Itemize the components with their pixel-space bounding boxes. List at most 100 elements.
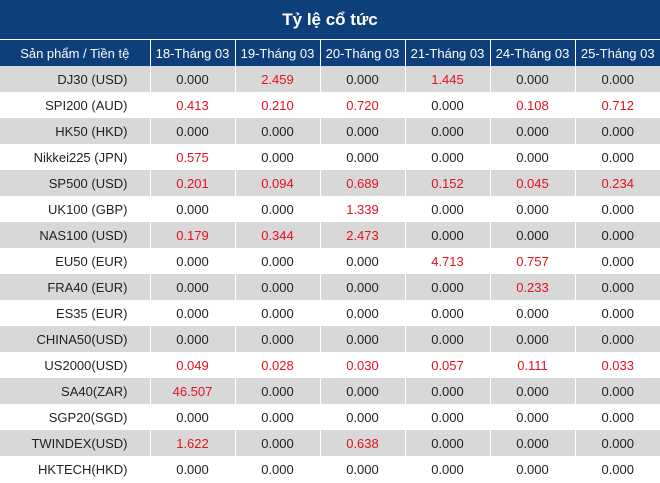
table-row: CHINA50(USD) 0.000 0.000 0.000 0.000 0.000 0.0… xyxy=(0,326,660,352)
dividend-value-cell: 0.000 xyxy=(235,326,321,352)
dividend-value-cell: 0.000 xyxy=(150,274,236,300)
header-date: 24-Tháng 03 xyxy=(490,39,576,66)
dividend-value-cell: 0.000 xyxy=(235,430,321,456)
dividend-value-cell: 0.000 xyxy=(235,144,321,170)
dividend-value-cell: 0.210 xyxy=(235,92,321,118)
dividend-value-cell: 0.000 xyxy=(575,144,660,170)
product-name-cell: SA40(ZAR) xyxy=(0,378,151,404)
dividend-value-cell: 1.339 xyxy=(320,196,406,222)
product-name-cell: SPI200 (AUD) xyxy=(0,92,151,118)
dividend-table: Sản phẩm / Tiền tệ 18-Tháng 03 19-Tháng … xyxy=(0,39,660,482)
dividend-value-cell: 0.179 xyxy=(150,222,236,248)
header-date: 21-Tháng 03 xyxy=(405,39,491,66)
product-name-cell: SP500 (USD) xyxy=(0,170,151,196)
dividend-value-cell: 0.000 xyxy=(320,118,406,144)
dividend-value-cell: 0.000 xyxy=(235,248,321,274)
dividend-value-cell: 0.049 xyxy=(150,352,236,378)
dividend-value-cell: 0.000 xyxy=(575,456,660,482)
dividend-value-cell: 0.712 xyxy=(575,92,660,118)
dividend-value-cell: 0.000 xyxy=(320,404,406,430)
table-row: SA40(ZAR) 46.507 0.000 0.000 0.000 0.000 0.000 xyxy=(0,378,660,404)
dividend-value-cell: 0.000 xyxy=(575,326,660,352)
dividend-value-cell: 0.000 xyxy=(405,404,491,430)
dividend-value-cell: 0.000 xyxy=(490,326,576,352)
dividend-value-cell: 0.000 xyxy=(405,144,491,170)
dividend-value-cell: 0.000 xyxy=(320,378,406,404)
dividend-value-cell: 0.689 xyxy=(320,170,406,196)
dividend-value-cell: 0.152 xyxy=(405,170,491,196)
dividend-value-cell: 0.000 xyxy=(320,456,406,482)
dividend-value-cell: 0.000 xyxy=(150,66,236,92)
dividend-value-cell: 0.234 xyxy=(575,170,660,196)
product-name-cell: CHINA50(USD) xyxy=(0,326,151,352)
product-name-cell: HKTECH(HKD) xyxy=(0,456,151,482)
dividend-value-cell: 0.045 xyxy=(490,170,576,196)
table-row: UK100 (GBP) 0.000 0.000 1.339 0.000 0.000 0.00… xyxy=(0,196,660,222)
dividend-value-cell: 0.757 xyxy=(490,248,576,274)
dividend-value-cell: 0.000 xyxy=(490,196,576,222)
dividend-value-cell: 0.000 xyxy=(490,222,576,248)
product-name-cell: FRA40 (EUR) xyxy=(0,274,151,300)
table-row: FRA40 (EUR) 0.000 0.000 0.000 0.000 0.233 0.00… xyxy=(0,274,660,300)
dividend-value-cell: 0.000 xyxy=(575,196,660,222)
dividend-value-cell: 0.000 xyxy=(575,274,660,300)
dividend-value-cell: 0.575 xyxy=(150,144,236,170)
table-row: TWINDEX(USD) 1.622 0.000 0.638 0.000 0.000 0.0… xyxy=(0,430,660,456)
dividend-value-cell: 0.000 xyxy=(405,222,491,248)
table-row: NAS100 (USD) 0.179 0.344 2.473 0.000 0.000 0.0… xyxy=(0,222,660,248)
dividend-value-cell: 0.000 xyxy=(490,66,576,92)
table-row: SP500 (USD) 0.201 0.094 0.689 0.152 0.045 0.23… xyxy=(0,170,660,196)
dividend-value-cell: 0.233 xyxy=(490,274,576,300)
table-title: Tỷ lệ cổ tức xyxy=(0,0,660,39)
dividend-value-cell: 0.000 xyxy=(405,378,491,404)
dividend-value-cell: 0.720 xyxy=(320,92,406,118)
dividend-value-cell: 0.000 xyxy=(150,118,236,144)
dividend-value-cell: 0.028 xyxy=(235,352,321,378)
dividend-value-cell: 0.000 xyxy=(575,430,660,456)
product-name-cell: TWINDEX(USD) xyxy=(0,430,151,456)
dividend-value-cell: 0.111 xyxy=(490,352,576,378)
dividend-value-cell: 0.000 xyxy=(150,248,236,274)
dividend-value-cell: 1.622 xyxy=(150,430,236,456)
dividend-value-cell: 0.000 xyxy=(405,274,491,300)
dividend-value-cell: 0.000 xyxy=(575,300,660,326)
dividend-value-cell: 0.000 xyxy=(405,196,491,222)
dividend-value-cell: 0.000 xyxy=(405,92,491,118)
dividend-value-cell: 0.000 xyxy=(235,300,321,326)
dividend-value-cell: 0.000 xyxy=(405,430,491,456)
dividend-value-cell: 0.201 xyxy=(150,170,236,196)
dividend-value-cell: 0.000 xyxy=(150,300,236,326)
dividend-value-cell: 0.000 xyxy=(575,404,660,430)
dividend-value-cell: 0.000 xyxy=(490,118,576,144)
dividend-value-cell: 0.000 xyxy=(150,196,236,222)
table-row: SPI200 (AUD) 0.413 0.210 0.720 0.000 0.108 0.7… xyxy=(0,92,660,118)
dividend-value-cell: 2.473 xyxy=(320,222,406,248)
dividend-value-cell: 0.000 xyxy=(575,66,660,92)
header-date: 20-Tháng 03 xyxy=(320,39,406,66)
dividend-value-cell: 0.000 xyxy=(490,144,576,170)
header-product-currency: Sản phẩm / Tiền tệ xyxy=(0,39,151,66)
table-row: US2000(USD) 0.049 0.028 0.030 0.057 0.111 0.03… xyxy=(0,352,660,378)
dividend-value-cell: 0.000 xyxy=(150,456,236,482)
header-date: 18-Tháng 03 xyxy=(150,39,236,66)
dividend-value-cell: 0.000 xyxy=(575,248,660,274)
dividend-value-cell: 0.000 xyxy=(490,456,576,482)
dividend-value-cell: 0.638 xyxy=(320,430,406,456)
dividend-value-cell: 0.000 xyxy=(320,66,406,92)
dividend-value-cell: 0.000 xyxy=(490,300,576,326)
dividend-value-cell: 0.000 xyxy=(575,222,660,248)
dividend-value-cell: 0.094 xyxy=(235,170,321,196)
dividend-value-cell: 0.000 xyxy=(405,326,491,352)
table-row: HK50 (HKD) 0.000 0.000 0.000 0.000 0.000 0.000 xyxy=(0,118,660,144)
dividend-value-cell: 0.000 xyxy=(320,326,406,352)
product-name-cell: US2000(USD) xyxy=(0,352,151,378)
product-name-cell: UK100 (GBP) xyxy=(0,196,151,222)
dividend-value-cell: 0.000 xyxy=(235,118,321,144)
dividend-value-cell: 0.000 xyxy=(150,326,236,352)
product-name-cell: EU50 (EUR) xyxy=(0,248,151,274)
dividend-value-cell: 0.000 xyxy=(405,118,491,144)
header-date: 25-Tháng 03 xyxy=(575,39,660,66)
dividend-value-cell: 0.000 xyxy=(320,248,406,274)
dividend-value-cell: 0.000 xyxy=(490,404,576,430)
